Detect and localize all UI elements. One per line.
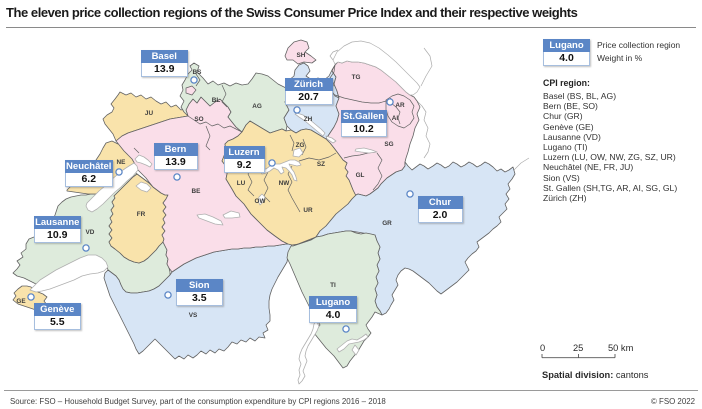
svg-text:OW: OW — [254, 198, 266, 205]
svg-text:NE: NE — [117, 159, 127, 166]
svg-text:SH: SH — [297, 52, 306, 59]
svg-text:NW: NW — [279, 180, 291, 187]
svg-text:VD: VD — [86, 229, 95, 236]
svg-text:ZH: ZH — [304, 116, 313, 123]
svg-text:BE: BE — [192, 188, 202, 195]
svg-text:ZG: ZG — [296, 142, 305, 149]
svg-text:BS: BS — [193, 69, 203, 76]
svg-text:AR: AR — [395, 102, 405, 109]
svg-text:FR: FR — [137, 211, 146, 218]
svg-text:JU: JU — [145, 110, 154, 117]
svg-text:SZ: SZ — [317, 161, 325, 168]
svg-text:GE: GE — [16, 298, 26, 305]
svg-text:VS: VS — [189, 312, 198, 319]
svg-text:SG: SG — [384, 141, 393, 148]
svg-text:LU: LU — [237, 180, 246, 187]
svg-text:TI: TI — [330, 282, 336, 289]
svg-text:AG: AG — [252, 103, 262, 110]
svg-text:GR: GR — [382, 220, 392, 227]
svg-text:UR: UR — [303, 207, 313, 214]
svg-text:BL: BL — [212, 97, 221, 104]
svg-text:AI: AI — [392, 115, 399, 122]
svg-text:SO: SO — [194, 116, 203, 123]
svg-text:GL: GL — [356, 172, 365, 179]
svg-text:TG: TG — [352, 74, 361, 81]
